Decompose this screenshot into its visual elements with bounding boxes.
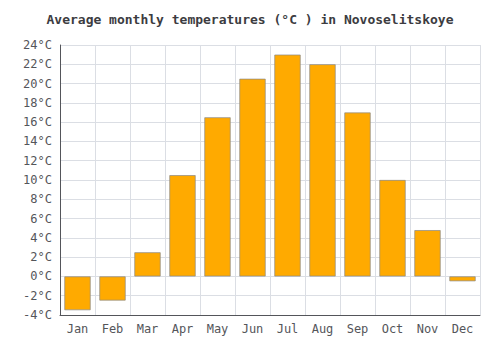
svg-text:6°C: 6°C: [30, 212, 52, 226]
svg-text:-2°C: -2°C: [23, 289, 52, 303]
svg-text:20°C: 20°C: [23, 77, 52, 91]
svg-text:Aug: Aug: [312, 322, 334, 336]
svg-text:Nov: Nov: [417, 322, 439, 336]
svg-text:12°C: 12°C: [23, 154, 52, 168]
svg-text:Mar: Mar: [137, 322, 159, 336]
svg-text:2°C: 2°C: [30, 250, 52, 264]
svg-text:May: May: [207, 322, 229, 336]
svg-text:Jul: Jul: [277, 322, 299, 336]
svg-text:16°C: 16°C: [23, 115, 52, 129]
svg-text:14°C: 14°C: [23, 134, 52, 148]
svg-text:Feb: Feb: [102, 322, 124, 336]
svg-text:10°C: 10°C: [23, 173, 52, 187]
svg-text:Apr: Apr: [172, 322, 194, 336]
svg-text:18°C: 18°C: [23, 96, 52, 110]
svg-text:22°C: 22°C: [23, 57, 52, 71]
svg-text:-4°C: -4°C: [23, 308, 52, 322]
svg-text:Sep: Sep: [347, 322, 369, 336]
svg-text:Jun: Jun: [242, 322, 264, 336]
svg-text:Dec: Dec: [452, 322, 474, 336]
svg-text:Average monthly temperatures (: Average monthly temperatures (°C ) in No…: [47, 12, 454, 27]
svg-text:4°C: 4°C: [30, 231, 52, 245]
svg-text:8°C: 8°C: [30, 192, 52, 206]
svg-text:24°C: 24°C: [23, 38, 52, 52]
svg-text:Jan: Jan: [67, 322, 89, 336]
svg-text:0°C: 0°C: [30, 269, 52, 283]
svg-text:Oct: Oct: [382, 322, 404, 336]
